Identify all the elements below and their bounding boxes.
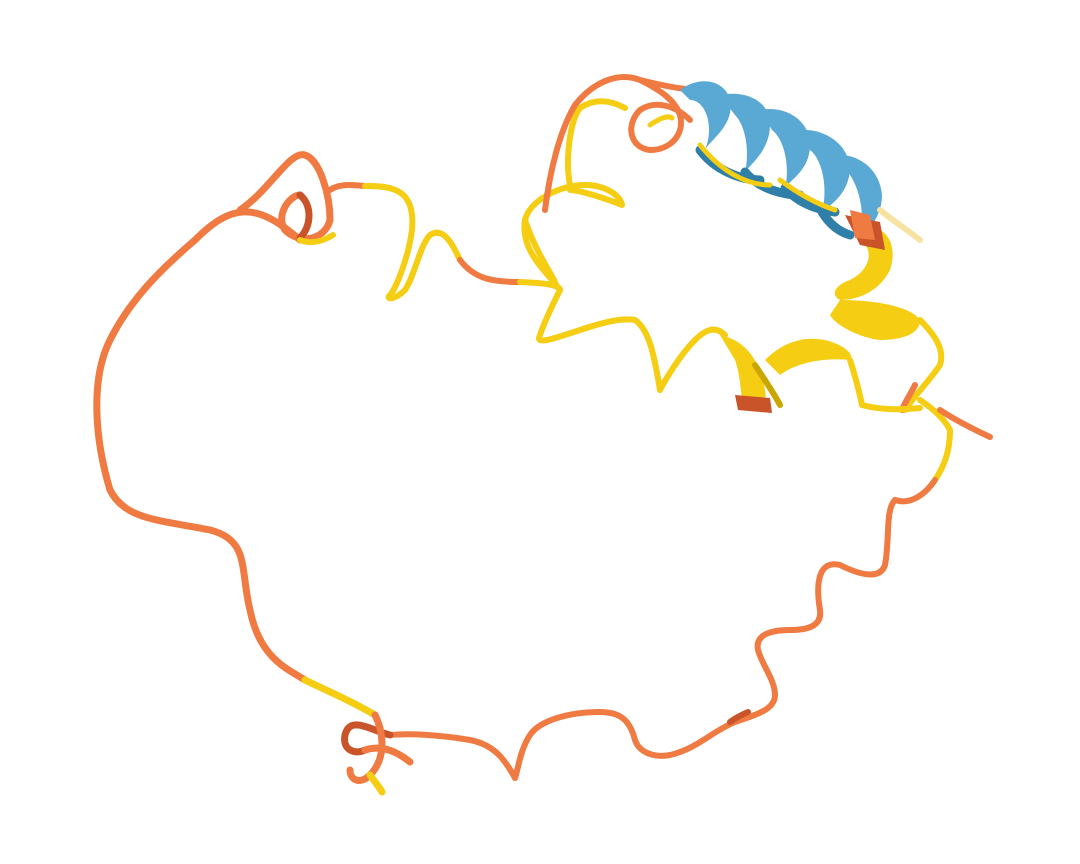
orange-link-middle — [457, 257, 523, 285]
yellow-loop-left — [297, 182, 463, 302]
right-tail — [892, 397, 993, 505]
bottom-left-knot — [301, 676, 414, 796]
outer-orange-loop — [93, 151, 368, 684]
blue-helix — [680, 81, 923, 243]
yellow-helix-center — [720, 335, 923, 413]
yellow-helix-right — [830, 210, 945, 413]
yellow-central-meander — [517, 98, 728, 393]
lower-orange-wiggle — [387, 497, 898, 781]
